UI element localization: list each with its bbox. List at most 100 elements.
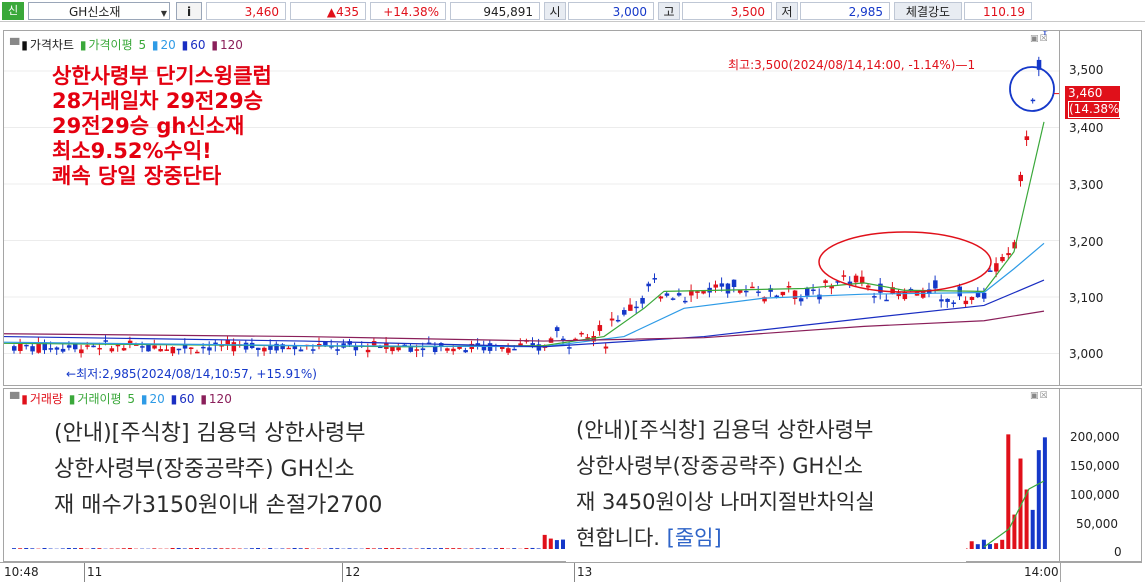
candle-body: [48, 348, 54, 350]
candle-body: [927, 289, 932, 294]
ma5-line: [4, 121, 1045, 348]
candle-body: [188, 347, 194, 350]
volume-bar: [225, 548, 230, 549]
volume-bar: [12, 548, 16, 549]
candle-body: [951, 302, 956, 305]
ad-line-5: 쾌속 당일 장중단타: [52, 164, 222, 188]
volume-legend: ▀ ▮ 거래량 ▮ 거래이평 5 ▮ 20 ▮ 60 ▮ 120: [10, 392, 232, 406]
candle-body: [737, 290, 743, 293]
candle-body: [1036, 59, 1042, 70]
volume-bar: [329, 548, 334, 549]
candle-body: [835, 281, 840, 283]
candle-body: [420, 348, 426, 351]
volume-bar: [554, 540, 559, 549]
volume-bar: [249, 548, 254, 549]
ad-line-1: 상한사령부 단기스윙클럽: [52, 64, 272, 88]
candle-body: [988, 270, 993, 272]
candle-body: [933, 280, 938, 289]
candle-body: [79, 349, 84, 354]
y-tick-3000: 3,000: [1069, 347, 1104, 361]
volume-bar: [304, 548, 309, 549]
volume-bar: [445, 548, 450, 549]
candle-body: [310, 349, 316, 351]
candle-body: [60, 348, 66, 352]
stock-name-field[interactable]: GH신소재 ▼: [28, 2, 170, 20]
candle-body: [506, 348, 511, 353]
notice-collapse-link[interactable]: [줄임]: [666, 526, 722, 550]
candle-body: [414, 349, 420, 351]
candle-body: [902, 291, 908, 300]
candle-body: [115, 344, 121, 347]
notice-left-line-1: (안내)[주식창] 김용덕 상한사령부: [54, 421, 366, 446]
candle-body: [890, 287, 895, 294]
candle-body: [274, 343, 279, 351]
ma60-line: [4, 279, 1045, 348]
volume-bar: [256, 547, 260, 549]
candle-body: [213, 342, 218, 345]
candle-body: [853, 275, 859, 283]
stock-name: GH신소재: [69, 5, 121, 19]
stock-info-button[interactable]: i: [176, 2, 202, 20]
volume-bar: [1042, 437, 1047, 549]
candle-body: [390, 346, 395, 352]
notice-left-line-2: 상한사령부(장중공략주) GH신소: [54, 457, 355, 482]
volume-bar: [481, 548, 486, 549]
trade-volume: 945,891: [450, 2, 540, 20]
candle-body: [597, 325, 603, 331]
dropdown-arrow-icon[interactable]: ▼: [160, 9, 167, 18]
vol-tick-100000: 100,000: [1070, 488, 1120, 502]
candle-body: [170, 346, 176, 354]
price-ma-20: 20: [160, 38, 176, 52]
candle-body: [847, 281, 853, 286]
volume-legend-title: 거래량: [29, 392, 63, 406]
candle-body: [896, 292, 901, 297]
volume-bar: [170, 547, 175, 549]
candle-body: [573, 338, 578, 341]
candle-body: [719, 283, 725, 287]
price-chart-panel[interactable]: [3, 30, 1060, 386]
candle-body: [335, 349, 340, 351]
candle-body: [561, 338, 566, 341]
candle-body: [73, 343, 78, 350]
price-ma-60: 60: [190, 38, 206, 52]
candle-body: [66, 345, 72, 348]
price-ma-120: 120: [219, 38, 243, 52]
candle-body: [408, 347, 413, 352]
candle-body: [512, 348, 517, 351]
volume-bar: [981, 539, 986, 549]
price-panel-controls[interactable]: ▣☒: [1030, 34, 1049, 44]
volume-panel-controls[interactable]: ▣☒: [1030, 391, 1049, 401]
notice-right-line-2: 상한사령부(장중공략주) GH신소: [576, 454, 863, 478]
candle-body: [872, 296, 877, 298]
volume-bar: [213, 548, 218, 549]
candle-body: [109, 348, 115, 352]
volume-bar: [280, 548, 285, 549]
candle-body: [451, 348, 456, 352]
volume-bar: [188, 548, 193, 549]
overlay-ad-text: 상한사령부 단기스윙클럽 28거래일차 29전29승 29전29승 gh신소재 …: [52, 64, 272, 189]
candle-body: [286, 347, 291, 350]
volume-bar: [439, 548, 443, 549]
time-label-11: 11: [87, 565, 103, 579]
candle-body: [969, 296, 975, 300]
volume-bar: [79, 548, 84, 549]
volume-bar: [18, 548, 23, 549]
volume-bar: [42, 548, 47, 549]
candle-body: [365, 349, 371, 353]
candle-body: [18, 342, 23, 351]
high-value: 3,500: [682, 2, 772, 20]
candle-body: [91, 345, 96, 348]
candle-body: [811, 289, 816, 292]
volume-bar: [402, 548, 407, 549]
volume-bar: [396, 548, 401, 549]
candle-body: [158, 348, 163, 352]
volume-ma-line: [983, 480, 1045, 548]
candle-body: [585, 337, 590, 339]
volume-bar: [390, 548, 395, 549]
legend-handle-icon[interactable]: ▀: [10, 38, 20, 52]
candle-body: [878, 283, 883, 293]
candle-body: [725, 283, 731, 294]
candle-body: [884, 299, 889, 302]
candle-body: [829, 285, 834, 289]
highlight-ellipse: [818, 231, 992, 293]
